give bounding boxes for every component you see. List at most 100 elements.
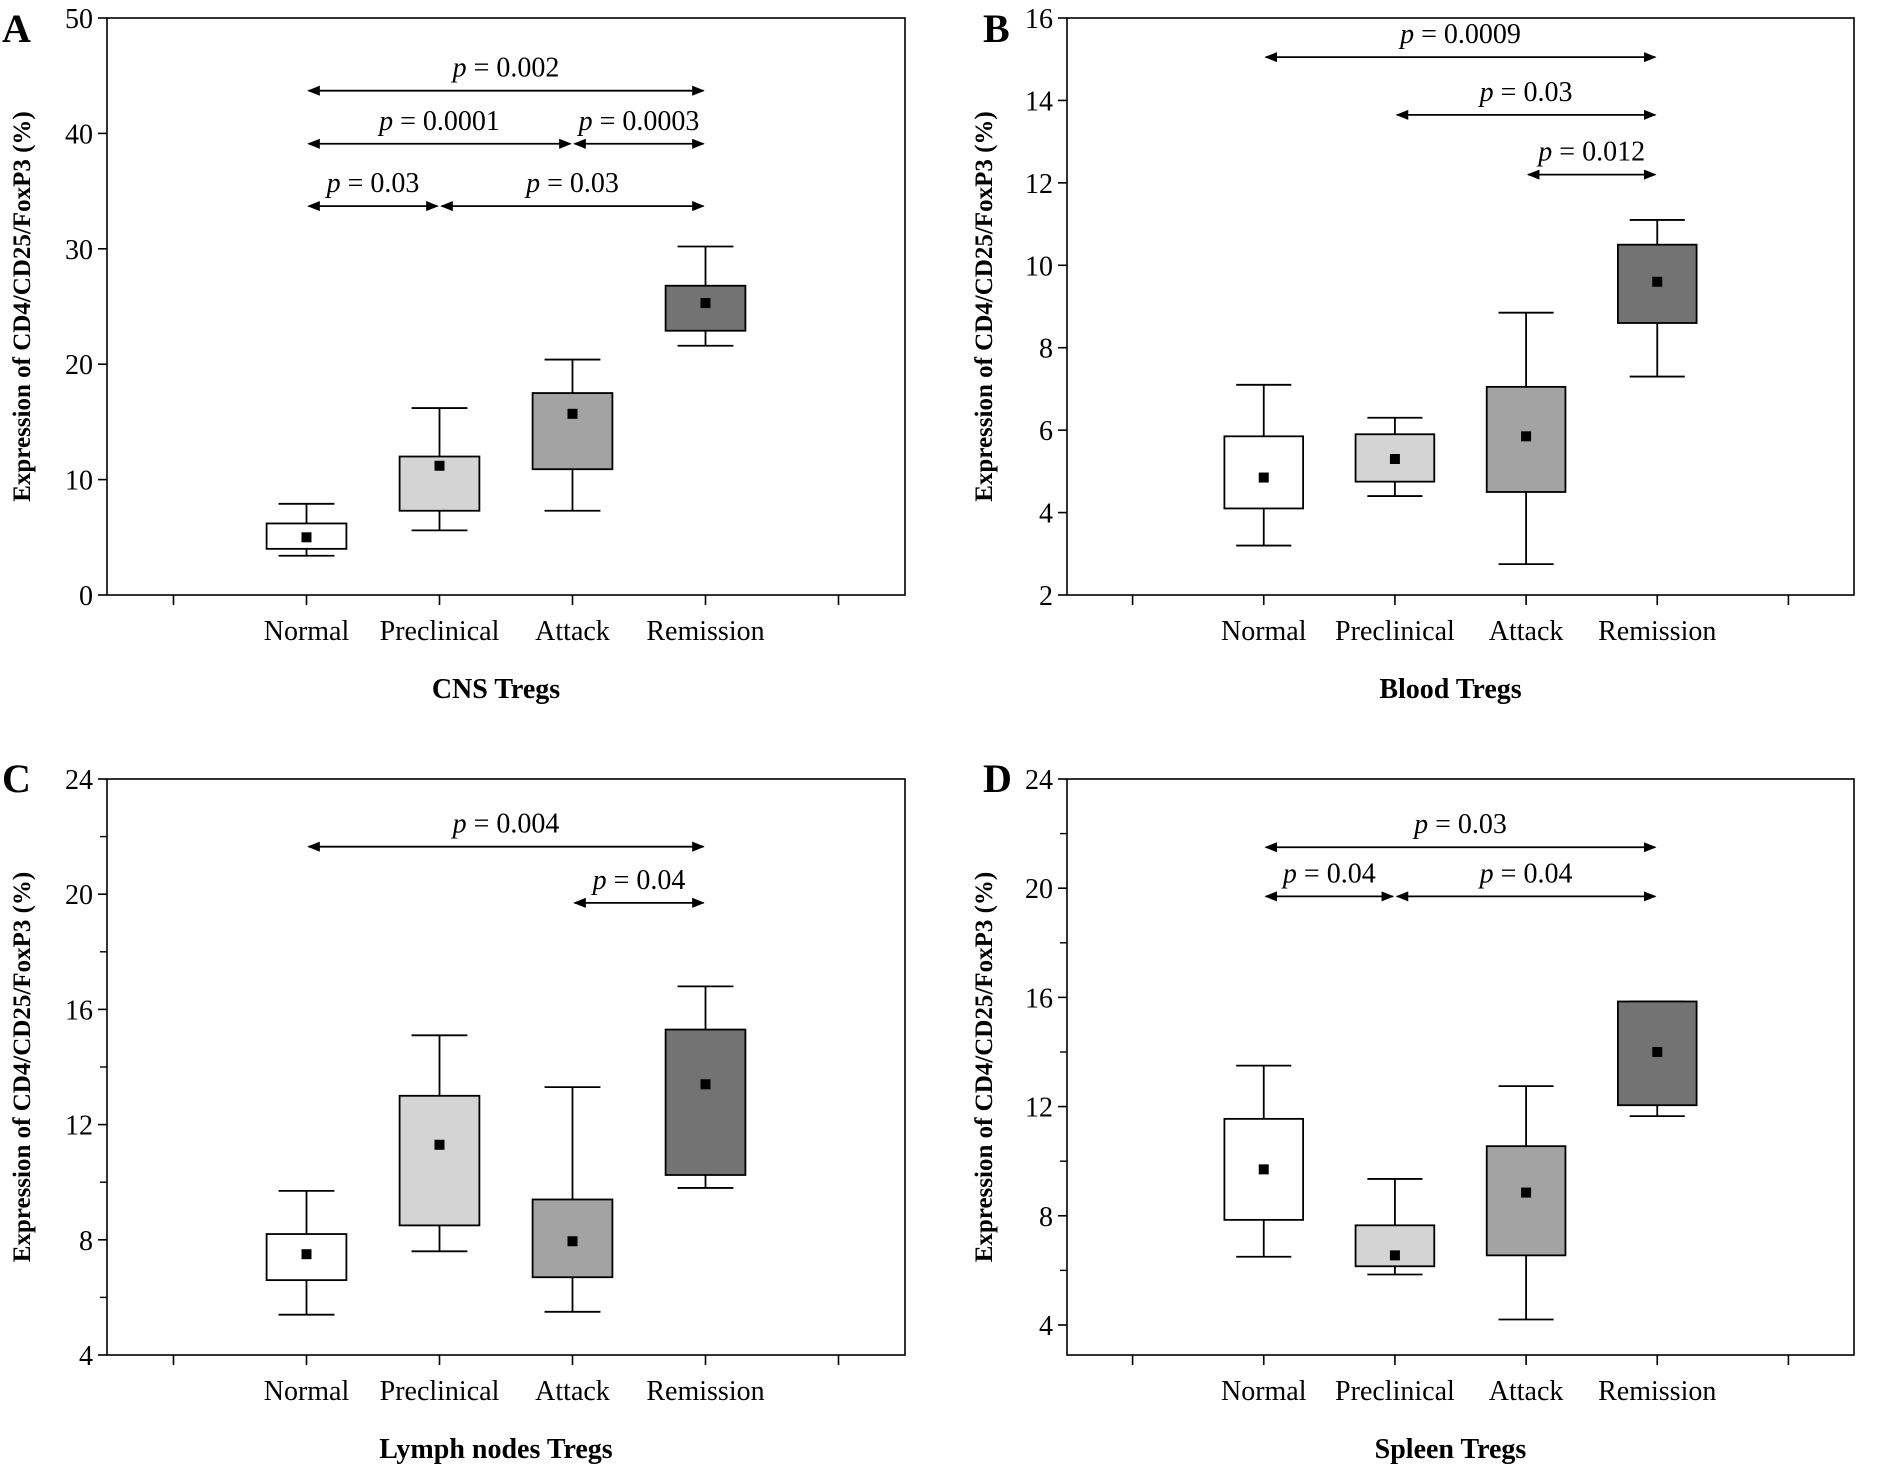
x-axis-title: CNS Tregs [432,674,560,705]
p-value: 0.03 [570,168,619,199]
mean-marker [1521,1187,1532,1198]
box-preclinical [1354,416,1436,497]
p-equals: = [540,168,570,199]
p-value-label: p = 0.04 [1478,858,1573,889]
box-attack [531,358,614,512]
significance-annotation: p = 0.0001 [307,106,572,149]
y-tick-label: 4 [1039,1311,1053,1342]
x-tick-label: Remission [1598,1376,1716,1407]
significance-annotation: p = 0.03 [307,168,439,212]
p-value-label: p = 0.0001 [377,106,500,137]
p-value-label: p = 0.012 [1536,137,1645,168]
iqr-box [1485,1145,1567,1257]
p-equals: = [341,168,371,199]
p-symbol: p [451,809,467,840]
significance-annotation: p = 0.04 [573,865,705,908]
mean-marker [434,460,445,471]
y-tick-label: 0 [79,581,93,612]
significance-annotation: p = 0.012 [1526,137,1657,180]
y-tick-label: 24 [65,765,93,796]
x-tick-label: Remission [646,1376,764,1407]
box-attack [1485,1085,1567,1321]
y-tick-label: 20 [65,880,93,911]
mean-marker [567,408,578,419]
p-equals: = [1297,858,1327,889]
p-value-label: p = 0.03 [1412,809,1507,840]
p-symbol: p [577,106,593,137]
y-tick-label: 12 [1025,1093,1053,1124]
box-normal [1223,383,1305,547]
mean-marker [1652,276,1663,287]
p-value: 0.012 [1582,137,1645,168]
mean-marker [301,1249,312,1260]
p-value-label: p = 0.04 [591,865,686,896]
y-tick-label: 12 [65,1111,93,1142]
panel-d: D 4 8 12 16 20 24 Normal Preclinical Attack Remiss… [971,756,1855,1465]
y-tick-label: 10 [65,466,93,497]
y-axis-title: Expression of CD4/CD25/FoxP3 (%) [9,872,36,1263]
box-preclinical [398,407,481,532]
mean-marker [700,1079,711,1090]
p-value: 0.04 [1523,858,1572,889]
significance-annotation: p = 0.0003 [573,106,705,149]
p-value: 0.004 [496,809,559,840]
mean-marker [301,532,312,543]
panel-letter: B [983,6,1010,51]
box-remission [664,245,747,347]
p-symbol: p [1412,809,1428,840]
p-value-label: p = 0.0009 [1398,19,1521,50]
significance-annotation: p = 0.0009 [1264,19,1657,63]
p-symbol: p [1536,137,1552,168]
y-axis-title: Expression of CD4/CD25/FoxP3 (%) [971,872,998,1263]
p-symbol: p [1398,19,1414,50]
p-equals: = [1414,19,1444,50]
iqr-box [1223,435,1305,510]
p-value: 0.03 [1458,809,1507,840]
p-value-label: p = 0.03 [524,168,619,199]
p-value: 0.002 [496,53,559,84]
y-tick-label: 16 [1025,983,1053,1014]
panel-letter: A [2,6,31,51]
box-preclinical [398,1034,481,1253]
box-remission [1617,219,1698,378]
p-value-label: p = 0.002 [451,53,560,84]
y-tick-label: 10 [1025,251,1053,282]
p-value-label: p = 0.04 [1281,858,1376,889]
y-tick-label: 16 [65,995,93,1026]
x-tick-label: Preclinical [380,616,500,647]
y-tick-label: 8 [1039,1202,1053,1233]
p-symbol: p [1478,858,1494,889]
p-equals: = [1428,809,1458,840]
mean-marker [1389,453,1400,464]
x-tick-label: Remission [1598,616,1716,647]
p-symbol: p [377,106,393,137]
significance-annotation: p = 0.04 [1395,858,1657,902]
y-axis-title: Expression of CD4/CD25/FoxP3 (%) [9,111,36,502]
p-value-label: p = 0.03 [1478,77,1573,108]
p-value: 0.03 [1523,77,1572,108]
iqr-box [664,284,747,332]
box-remission [664,985,747,1189]
box-normal [265,1189,348,1316]
p-equals: = [393,106,423,137]
p-symbol: p [325,168,341,199]
p-value-label: p = 0.03 [325,168,420,199]
p-equals: = [1494,858,1524,889]
x-tick-label: Attack [535,616,610,647]
iqr-box [664,1028,747,1176]
x-tick-label: Normal [264,616,350,647]
panel-a: A 0 10 20 30 40 50 Normal Preclinical Attack Remis… [2,4,906,705]
mean-marker [1521,431,1532,442]
mean-marker [1652,1046,1663,1057]
p-equals: = [1552,137,1582,168]
p-symbol: p [524,168,540,199]
x-tick-label: Remission [646,616,764,647]
x-tick-label: Attack [535,1376,610,1407]
p-value: 0.0009 [1444,19,1521,50]
mean-marker [1258,1164,1269,1175]
box-attack [531,1086,614,1313]
p-equals: = [467,53,497,84]
p-value: 0.0003 [622,106,699,137]
x-axis-title: Blood Tregs [1379,674,1521,705]
